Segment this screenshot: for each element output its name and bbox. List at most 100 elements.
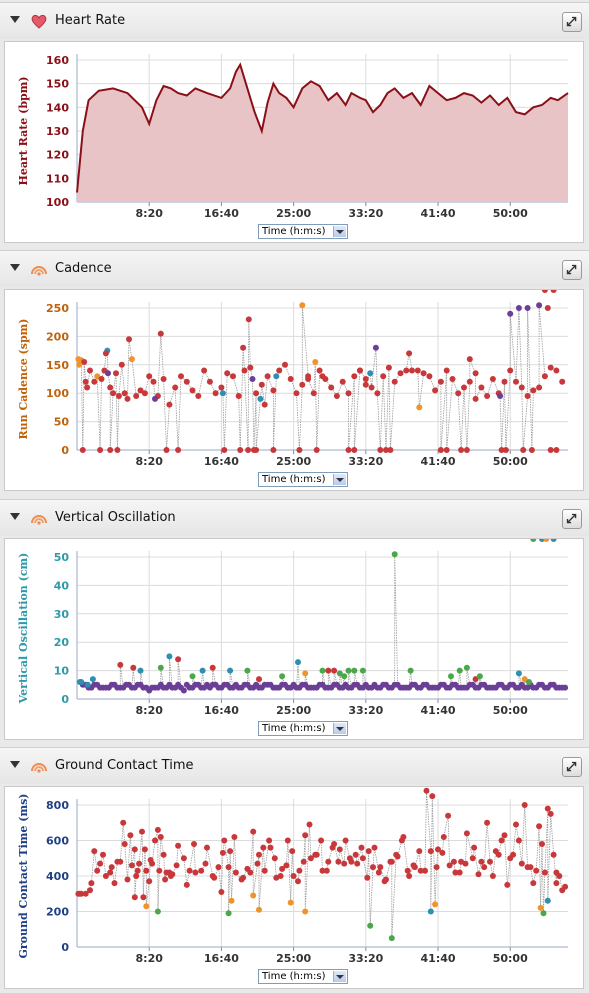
data-point [244, 667, 251, 674]
x-tick-label: 50:00 [493, 704, 528, 717]
data-point [403, 367, 410, 374]
data-point [115, 393, 122, 399]
data-point [231, 834, 238, 840]
collapse-toggle-icon[interactable] [10, 16, 20, 23]
data-point [247, 684, 254, 691]
data-point [461, 684, 467, 691]
data-point [139, 828, 145, 835]
data-point [351, 681, 358, 688]
data-point [157, 664, 164, 671]
data-point [227, 848, 234, 855]
expand-chart-button[interactable] [562, 12, 582, 32]
data-point [346, 855, 353, 862]
data-point [422, 867, 428, 874]
data-point [339, 378, 346, 385]
data-point [521, 802, 528, 808]
data-point [391, 681, 398, 688]
y-tick-label: 30 [54, 608, 70, 621]
data-point [152, 395, 158, 402]
data-point [137, 667, 144, 674]
data-point [539, 841, 545, 847]
data-point [287, 684, 294, 691]
expand-chart-button[interactable] [562, 509, 582, 529]
data-point [81, 359, 88, 365]
data-point [537, 904, 544, 911]
data-point [374, 684, 381, 691]
data-point [79, 447, 86, 453]
data-point [515, 305, 522, 311]
data-point [423, 787, 430, 794]
x-tick-label: 50:00 [493, 207, 528, 220]
data-point [305, 684, 312, 691]
time-axis-select[interactable]: Time (h:m:s) [258, 224, 348, 239]
data-point [257, 395, 264, 402]
data-point [157, 834, 164, 840]
x-tick-label: 16:40 [204, 455, 239, 468]
data-point [362, 376, 369, 382]
data-point [526, 679, 532, 685]
data-point [175, 656, 182, 663]
data-point [391, 378, 398, 385]
data-point [250, 892, 257, 899]
collapse-toggle-icon[interactable] [10, 761, 20, 768]
data-point [284, 837, 291, 844]
data-point [82, 890, 89, 897]
data-point [240, 344, 247, 351]
data-point [224, 681, 231, 688]
data-point [520, 447, 527, 453]
expand-chart-button[interactable] [562, 260, 582, 280]
data-point [111, 880, 118, 887]
expand-chart-button[interactable] [562, 757, 582, 777]
data-point [397, 684, 404, 691]
data-point [553, 684, 560, 691]
data-point [87, 887, 93, 894]
data-point [204, 844, 210, 851]
cadence-header: Cadence [0, 250, 589, 287]
data-point [91, 378, 98, 385]
cadence-chart-area: 0 50 100 150 200 250 8:20 16:40 25:00 33:20 41:40 5… [4, 289, 584, 491]
data-point [362, 681, 369, 688]
data-point [178, 373, 184, 380]
data-point [484, 819, 491, 826]
data-point [133, 393, 140, 399]
data-point [195, 681, 202, 688]
data-point [300, 858, 307, 865]
data-point [250, 828, 257, 835]
data-point [336, 846, 343, 853]
data-point [209, 664, 216, 671]
data-point [240, 874, 247, 881]
data-point [143, 684, 150, 691]
heart-rate-area [77, 64, 568, 202]
time-axis-select[interactable]: Time (h:m:s) [258, 472, 348, 487]
data-point [312, 359, 319, 365]
data-point [345, 447, 352, 453]
data-point [126, 681, 132, 688]
data-point [120, 684, 127, 691]
collapse-toggle-icon[interactable] [10, 264, 20, 271]
data-point [146, 878, 153, 885]
data-point [352, 851, 359, 858]
data-point [364, 874, 371, 881]
data-point [472, 395, 479, 402]
x-tick-label: 41:40 [421, 704, 456, 717]
data-point [117, 858, 124, 865]
data-point [143, 867, 150, 874]
data-point [507, 681, 514, 688]
data-point [232, 869, 239, 876]
data-point [351, 667, 358, 674]
collapse-toggle-icon[interactable] [10, 513, 20, 520]
data-point [102, 684, 109, 691]
data-point [84, 681, 91, 688]
panel-title: Heart Rate [55, 13, 126, 28]
time-axis-select[interactable]: Time (h:m:s) [258, 969, 348, 984]
y-tick-label: 0 [61, 941, 69, 954]
data-point [547, 810, 554, 817]
data-point [358, 844, 365, 851]
x-tick-label: 8:20 [136, 455, 164, 468]
data-point [128, 356, 135, 363]
data-point [513, 684, 519, 691]
data-point [247, 364, 254, 371]
data-point [426, 684, 433, 691]
data-point [437, 378, 444, 385]
time-axis-select[interactable]: Time (h:m:s) [258, 721, 348, 736]
